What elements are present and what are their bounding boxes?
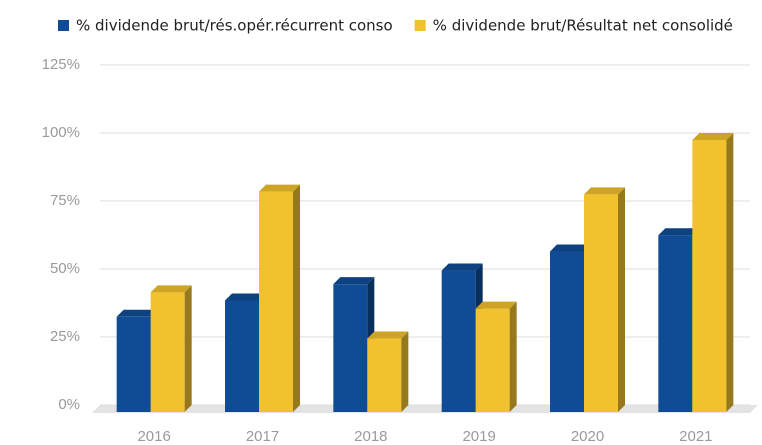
bar-top: [441, 263, 483, 271]
x-tick-label: 2016: [137, 428, 170, 445]
x-tick-label: 2019: [462, 428, 495, 445]
bar-top: [333, 277, 375, 285]
bar: [367, 331, 409, 412]
legend-swatch: [414, 20, 426, 31]
bar: [692, 133, 734, 412]
bar-top: [225, 293, 266, 301]
floor: [92, 405, 758, 413]
legend-swatch: [58, 20, 69, 31]
bar-side: [618, 187, 625, 412]
bar-top: [584, 187, 625, 195]
bar-top: [658, 228, 700, 236]
x-tick-label: 2018: [354, 428, 387, 445]
bar: [259, 184, 300, 412]
x-tick-label: 2021: [679, 428, 712, 445]
bar-front: [116, 316, 151, 412]
bar-top: [150, 285, 192, 293]
bar-top: [116, 309, 158, 317]
y-tick-label: 75%: [50, 192, 80, 209]
bar-front: [150, 292, 185, 412]
bar: [150, 285, 192, 412]
y-tick-label: 50%: [50, 260, 80, 277]
legend-label: % dividende brut/Résultat net consolidé: [433, 17, 733, 35]
bar-front: [584, 194, 618, 412]
bar-top: [367, 331, 409, 339]
bar-side: [509, 301, 517, 412]
bar-side: [726, 133, 734, 412]
bar-front: [692, 140, 727, 412]
y-tick-label: 125%: [42, 56, 80, 73]
x-tick-label: 2017: [246, 428, 279, 445]
bar: [475, 301, 517, 412]
bar-front: [333, 284, 368, 412]
legend-label: % dividende brut/rés.opér.récurrent cons…: [76, 17, 393, 35]
y-tick-label: 25%: [50, 328, 80, 345]
bar-top: [550, 244, 591, 252]
bar-front: [225, 300, 259, 412]
bar-front: [367, 338, 402, 412]
bar-front: [550, 251, 584, 412]
y-tick-label: 100%: [42, 124, 80, 141]
bar: [584, 187, 625, 412]
bar-top: [692, 133, 734, 140]
bar-side: [293, 184, 300, 412]
bar-top: [259, 184, 300, 192]
x-tick-label: 2020: [571, 428, 604, 445]
y-tick-label: 0%: [58, 396, 80, 413]
bar-front: [475, 308, 510, 412]
bar-side: [401, 331, 409, 412]
bar-top: [475, 301, 517, 309]
bar-front: [259, 191, 293, 412]
bar-side: [184, 285, 192, 412]
bar-front: [441, 270, 476, 412]
bar-front: [658, 235, 693, 412]
